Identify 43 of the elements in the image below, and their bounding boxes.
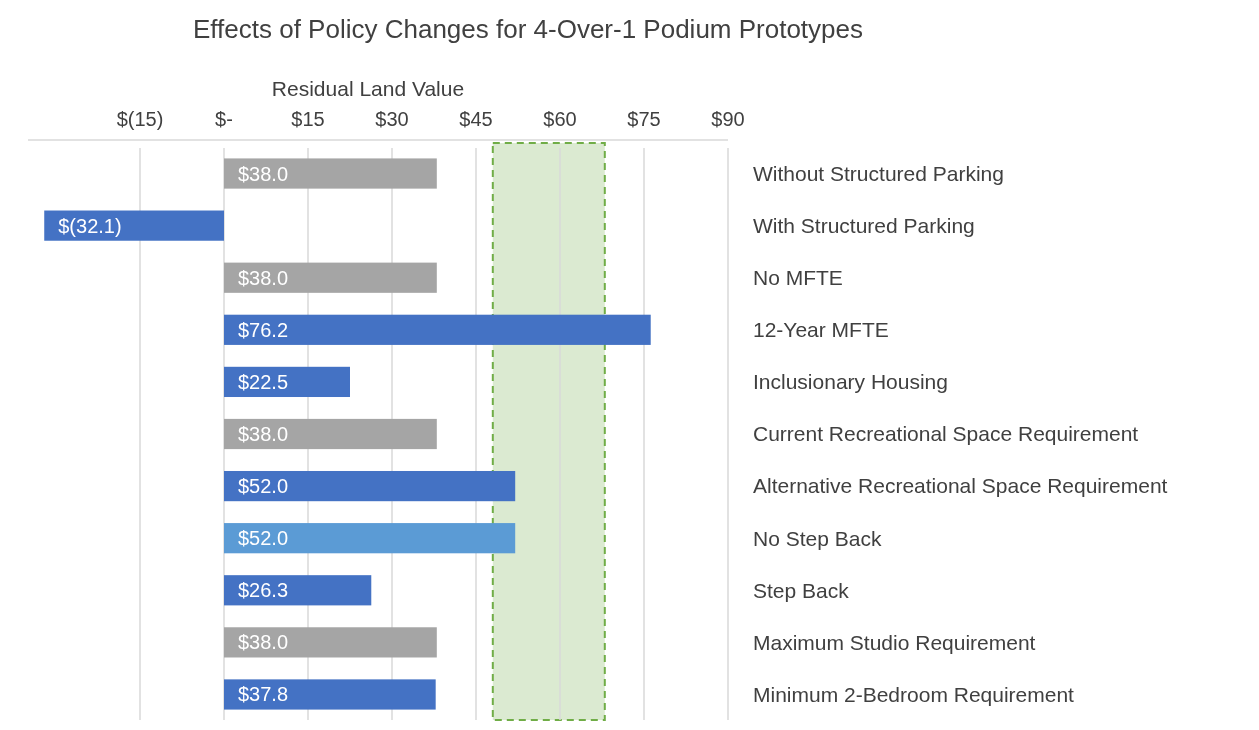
bar (224, 627, 437, 658)
y-tick-label: Step Back (753, 578, 850, 602)
data-label: $26.3 (238, 579, 289, 602)
data-label: $22.5 (238, 370, 289, 393)
y-tick-label: Maximum Studio Requirement (753, 630, 1036, 654)
bar (224, 418, 437, 450)
x-tick-label: $60 (543, 108, 577, 130)
y-tick-label: No Step Back (753, 526, 882, 550)
y-tick-label: Without Structured Parking (753, 161, 1004, 185)
chart-title: Effects of Policy Changes for 4-Over-1 Podium Prototypes (192, 14, 864, 44)
x-tick-label: $(15) (116, 108, 164, 130)
bar (224, 262, 437, 293)
data-label: $38.0 (238, 266, 289, 289)
x-axis-title: Residual Land Value (271, 77, 465, 100)
bar (224, 523, 516, 554)
x-tick-label: $30 (375, 108, 409, 130)
x-tick-label: $45 (459, 108, 493, 130)
x-tick-label: $15 (291, 108, 325, 130)
y-tick-label: Current Recreational Space Requirement (753, 422, 1139, 446)
x-tick-label: $75 (627, 108, 661, 130)
data-label: $38.0 (238, 631, 289, 654)
x-tick-label: $- (215, 108, 233, 130)
bar (224, 679, 436, 710)
data-label: $52.0 (238, 527, 289, 550)
bar (224, 314, 651, 345)
y-tick-label: No MFTE (753, 266, 843, 290)
y-tick-label: 12-Year MFTE (753, 318, 889, 342)
bar (224, 470, 516, 502)
data-label: $76.2 (238, 318, 289, 341)
y-tick-label: Minimum 2-Bedroom Requirement (753, 682, 1075, 706)
data-label: $37.8 (238, 683, 289, 706)
y-tick-label: Alternative Recreational Space Requirement (753, 474, 1168, 498)
data-label: $38.0 (238, 162, 289, 185)
x-tick-label: $90 (711, 108, 745, 130)
data-label: $52.0 (238, 475, 289, 498)
bar (224, 366, 350, 398)
bar (224, 158, 437, 189)
data-label: $38.0 (238, 423, 289, 445)
bar (224, 575, 372, 606)
data-label: $(32.1) (58, 214, 122, 237)
y-tick-label: Inclusionary Housing (753, 370, 948, 394)
bar (44, 210, 224, 241)
y-tick-label: With Structured Parking (753, 213, 975, 237)
